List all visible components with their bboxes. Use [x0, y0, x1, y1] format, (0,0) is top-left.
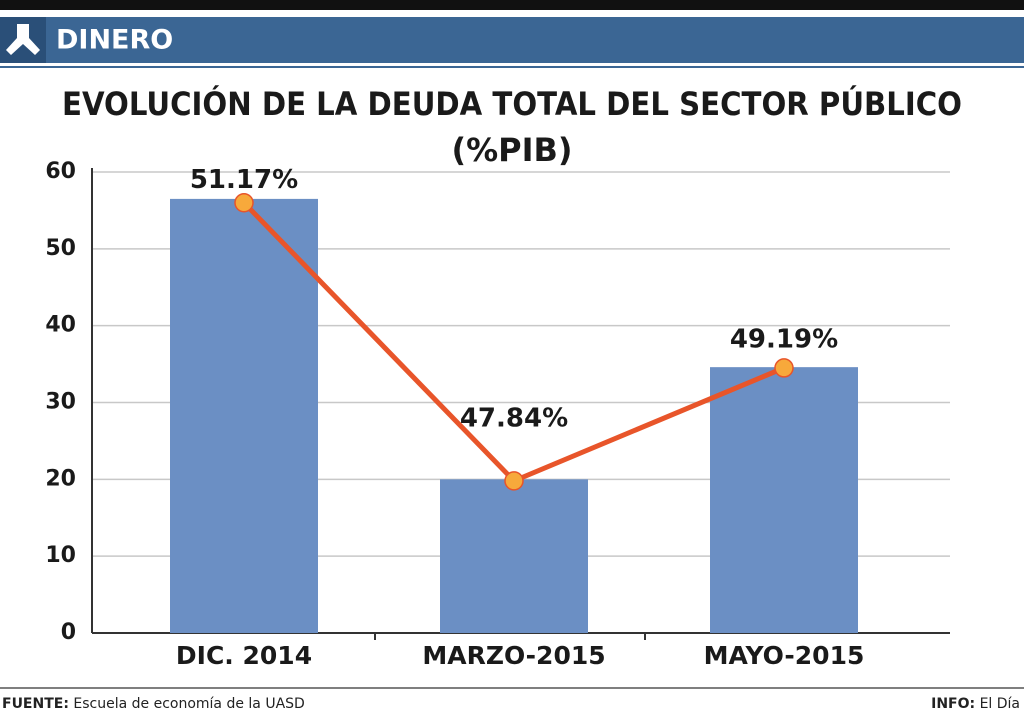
- bar: [710, 367, 858, 633]
- section-rule: [0, 66, 1024, 68]
- chart-subtitle: (%PIB): [451, 131, 572, 169]
- y-tick-label: 40: [45, 313, 76, 338]
- footer-info: INFO: El Día: [931, 696, 1020, 711]
- bar: [440, 479, 588, 633]
- bar: [170, 198, 318, 633]
- line: [242, 200, 785, 484]
- footer-source: FUENTE: Escuela de economía de la UASD: [2, 696, 305, 711]
- y-tick-label: 0: [61, 620, 76, 645]
- y-tick-label: 60: [45, 159, 76, 184]
- top-band: [0, 0, 1024, 10]
- source-label: FUENTE:: [2, 696, 69, 711]
- line-marker: [774, 358, 794, 378]
- section-bar: [0, 17, 1024, 63]
- chart-title: EVOLUCIÓN DE LA DEUDA TOTAL DEL SECTOR P…: [62, 84, 962, 123]
- annotation: 47.84%: [460, 403, 568, 433]
- line-marker: [504, 471, 524, 491]
- logo: [6, 24, 40, 55]
- plot: 0 10 20 30 40 50 60 DIC. 2014 MARZO-2015 MAYO-201…: [45, 159, 950, 670]
- annotation: 51.17%: [190, 165, 298, 195]
- x-tick-label: MAYO-2015: [704, 641, 865, 670]
- info: El Día: [980, 696, 1020, 711]
- y-tick-label: 50: [45, 236, 76, 261]
- section-title: DINERO: [56, 25, 173, 56]
- y-tick-label: 30: [45, 390, 76, 415]
- x-tick-label: MARZO-2015: [422, 641, 605, 670]
- annotation: 49.19%: [730, 324, 838, 354]
- source: Escuela de economía de la UASD: [73, 696, 304, 711]
- line-marker: [234, 192, 254, 213]
- y-tick-label: 10: [45, 543, 76, 568]
- y-tick-label: 20: [45, 466, 76, 491]
- info-label: INFO:: [931, 696, 975, 711]
- x-tick-label: DIC. 2014: [176, 641, 312, 670]
